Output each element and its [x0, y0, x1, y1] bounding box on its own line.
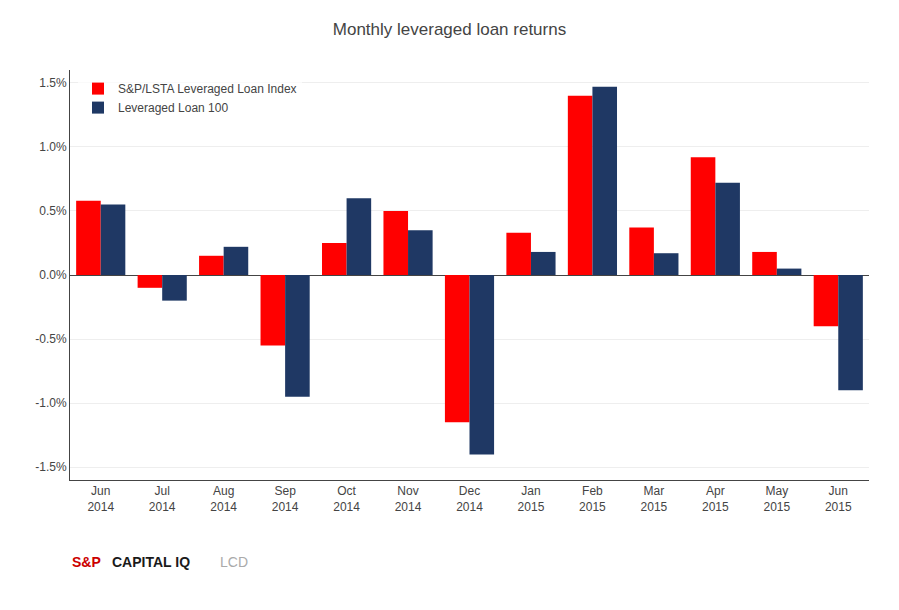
svg-text:Jun2015: Jun2015: [825, 484, 852, 514]
svg-text:Dec2014: Dec2014: [456, 484, 483, 514]
svg-text:-1.0%: -1.0%: [35, 396, 67, 410]
svg-text:-1.5%: -1.5%: [35, 460, 67, 474]
svg-text:Oct2014: Oct2014: [333, 484, 360, 514]
svg-text:Leveraged Loan 100: Leveraged Loan 100: [118, 101, 228, 115]
svg-text:Mar2015: Mar2015: [641, 484, 668, 514]
svg-text:Monthly leveraged loan returns: Monthly leveraged loan returns: [333, 20, 566, 39]
svg-text:S&P/LSTA Leveraged Loan Index: S&P/LSTA Leveraged Loan Index: [118, 82, 297, 96]
svg-text:Sep2014: Sep2014: [272, 484, 299, 514]
svg-text:Jan2015: Jan2015: [518, 484, 545, 514]
svg-text:1.5%: 1.5%: [39, 76, 67, 90]
svg-text:Jun2014: Jun2014: [87, 484, 114, 514]
svg-text:LCD: LCD: [220, 554, 248, 570]
svg-text:-0.5%: -0.5%: [35, 332, 67, 346]
svg-text:May2015: May2015: [763, 484, 790, 514]
svg-text:1.0%: 1.0%: [39, 140, 67, 154]
svg-text:S&P: S&P: [72, 554, 101, 570]
svg-text:Jul2014: Jul2014: [149, 484, 176, 514]
svg-text:CAPITAL IQ: CAPITAL IQ: [112, 554, 190, 570]
svg-text:0.5%: 0.5%: [39, 204, 67, 218]
svg-text:Nov2014: Nov2014: [395, 484, 422, 514]
svg-text:0.0%: 0.0%: [39, 268, 67, 282]
svg-text:Aug2014: Aug2014: [210, 484, 237, 514]
svg-text:Feb2015: Feb2015: [579, 484, 606, 514]
svg-text:Apr2015: Apr2015: [702, 484, 729, 514]
